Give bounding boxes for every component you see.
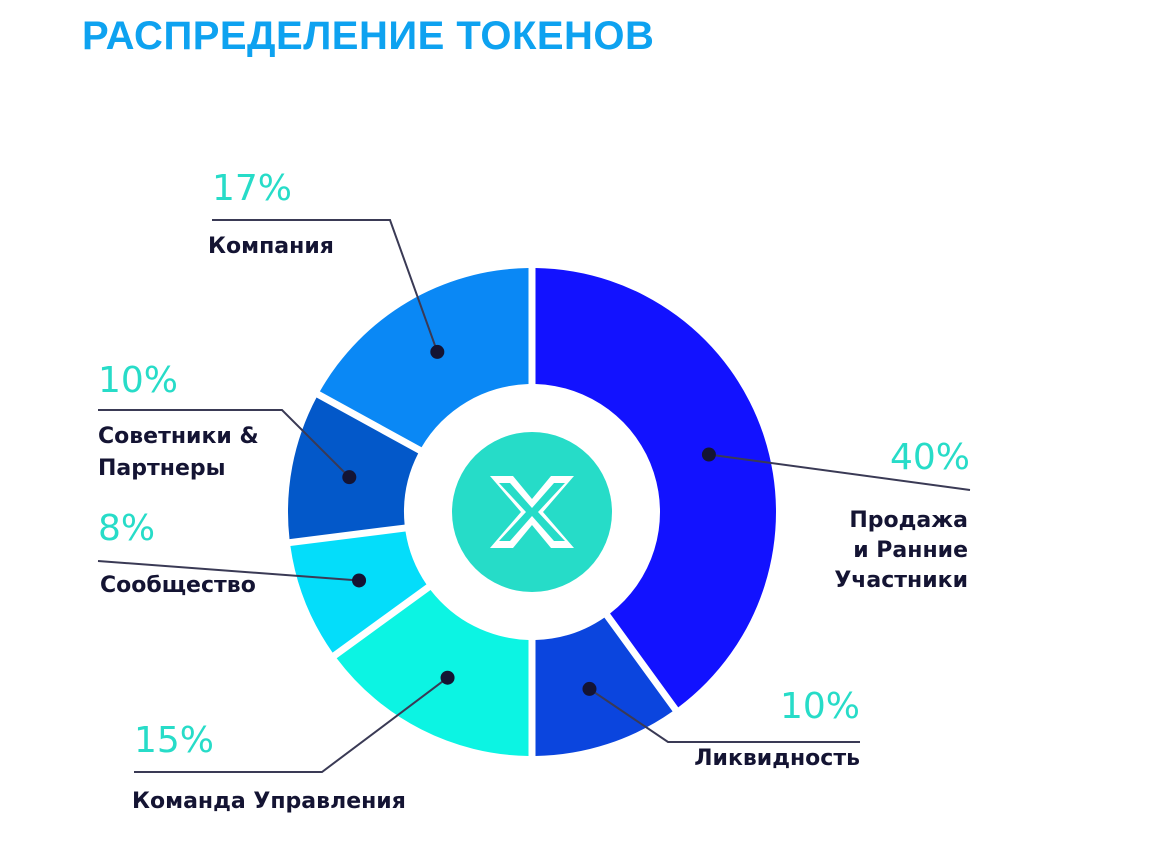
leader-line-sale	[708, 453, 971, 491]
leader-dot-team	[440, 670, 455, 685]
slice-advisors	[287, 397, 419, 540]
leader-dot-liquidity	[582, 681, 597, 696]
slice-label-sale: Продажа	[849, 508, 968, 533]
percent-label-company: 17%	[212, 168, 292, 209]
slice-label-team: Команда Управления	[132, 789, 406, 814]
percent-label-liquidity: 10%	[780, 686, 860, 727]
slice-team	[336, 590, 529, 756]
slice-label-company: Компания	[208, 234, 334, 259]
slice-label-advisors: Партнеры	[98, 456, 226, 481]
leader-dot-sale	[701, 447, 716, 462]
percent-label-advisors: 10%	[98, 360, 178, 401]
slice-label-sale: и Ранние	[853, 538, 968, 563]
slice-label-liquidity: Ликвидность	[694, 746, 860, 771]
page-title: РАСПРЕДЕЛЕНИЕ ТОКЕНОВ	[82, 14, 655, 58]
slice-sale	[535, 268, 776, 708]
slice-label-sale: Участники	[834, 568, 968, 593]
leader-dot-community	[352, 573, 367, 588]
slice-company	[319, 268, 529, 448]
leader-dot-advisors	[342, 470, 357, 485]
x-logo-icon	[490, 476, 574, 548]
leader-line-community	[97, 560, 360, 582]
slice-label-advisors: Советники &	[98, 424, 259, 449]
leader-line-liquidity	[588, 688, 860, 743]
percent-label-community: 8%	[98, 508, 155, 549]
leader-line-advisors	[98, 409, 351, 478]
center-logo	[452, 432, 612, 592]
slice-label-community: Сообщество	[100, 573, 256, 598]
percent-label-sale: 40%	[890, 437, 970, 478]
leader-dot-company	[430, 344, 445, 359]
leader-line-company	[212, 219, 439, 353]
leader-line-team	[134, 676, 449, 773]
slice-community	[290, 531, 427, 653]
percent-label-team: 15%	[134, 720, 214, 761]
